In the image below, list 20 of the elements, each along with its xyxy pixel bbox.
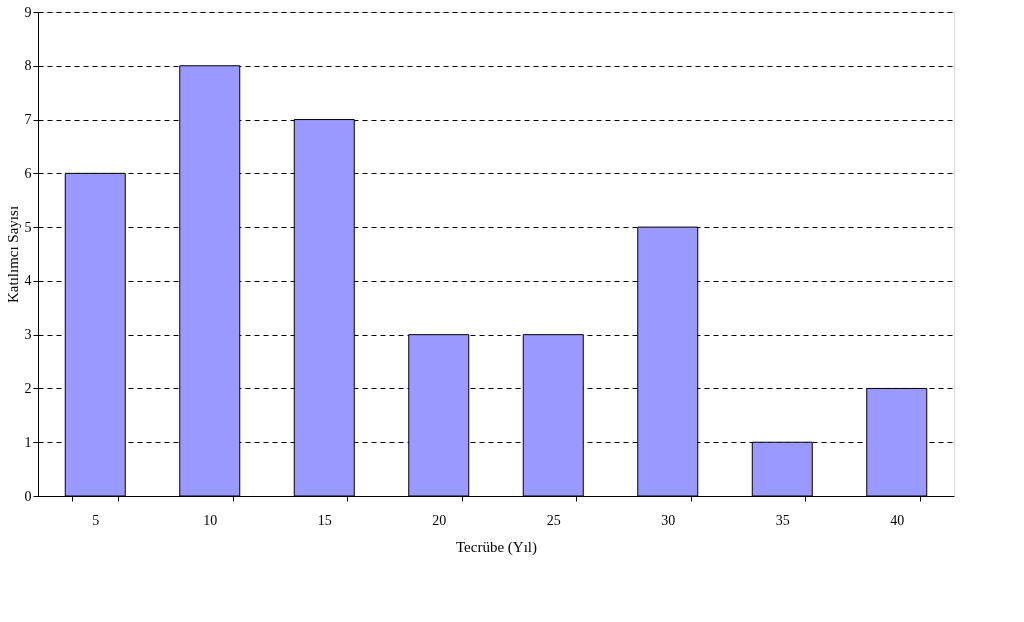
x-tick-label: 35 bbox=[775, 512, 790, 528]
y-tick-label: 4 bbox=[24, 273, 32, 289]
y-axis-title: Katılımcı Sayısı bbox=[4, 205, 21, 304]
x-axis-title: Tecrübe (Yıl) bbox=[456, 538, 537, 556]
y-tick-label: 5 bbox=[24, 219, 32, 235]
x-tick-label: 10 bbox=[203, 512, 218, 528]
y-tick-label: 7 bbox=[24, 112, 32, 128]
x-tick-label: 5 bbox=[92, 512, 100, 528]
y-tick-label: 0 bbox=[24, 488, 32, 504]
x-tick-label: 40 bbox=[890, 512, 905, 528]
y-tick-label: 9 bbox=[24, 4, 32, 20]
y-tick-label: 1 bbox=[24, 434, 32, 450]
x-tick-label: 20 bbox=[432, 512, 447, 528]
y-tick-label: 6 bbox=[24, 165, 32, 181]
x-tick-label: 25 bbox=[546, 512, 561, 528]
x-tick-label: 15 bbox=[317, 512, 332, 528]
y-tick-label: 8 bbox=[24, 58, 32, 74]
x-tick-label: 30 bbox=[661, 512, 676, 528]
y-tick-label: 3 bbox=[24, 327, 32, 343]
y-tick-label: 2 bbox=[24, 380, 32, 396]
